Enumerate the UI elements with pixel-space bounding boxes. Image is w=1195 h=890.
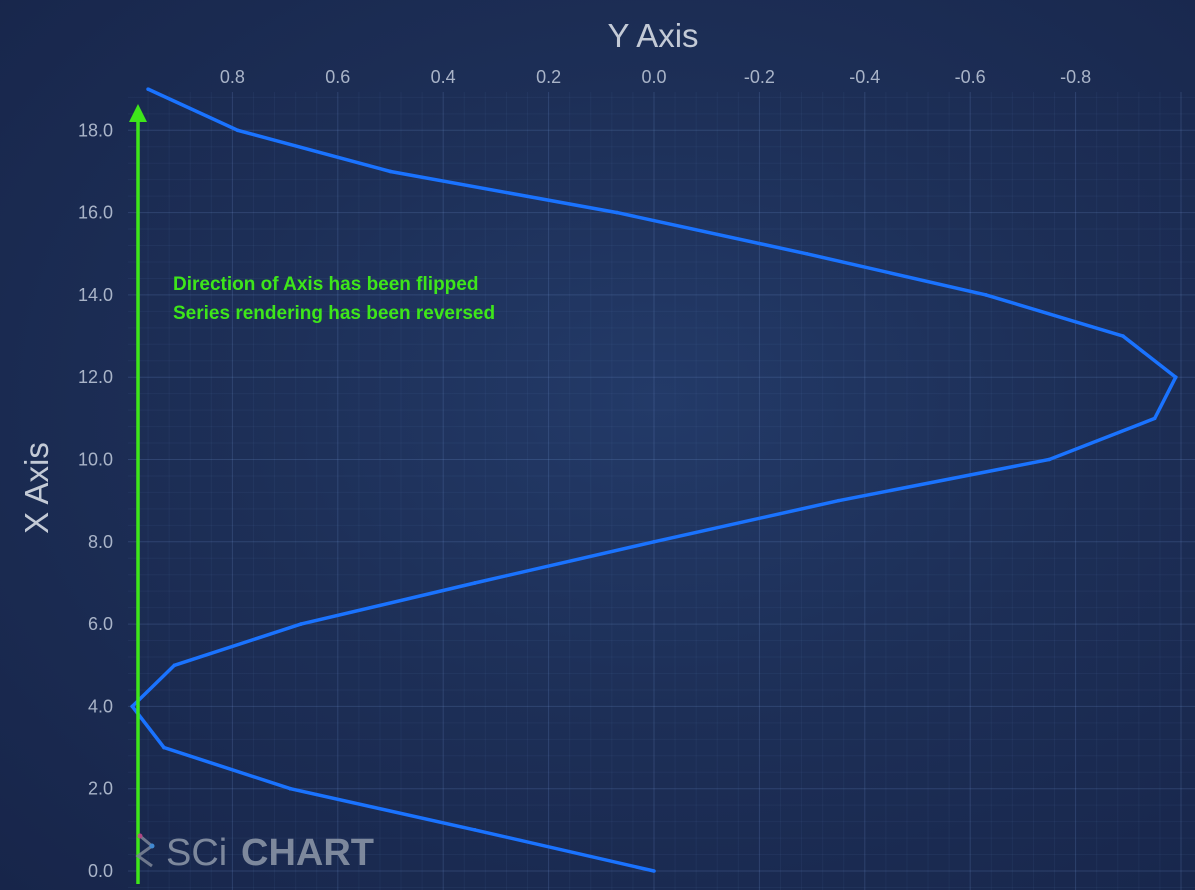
series-layer (129, 87, 1178, 873)
data-point (836, 498, 841, 503)
grid-layer (128, 92, 1195, 890)
x-tick-label: 8.0 (88, 532, 113, 552)
y-axis-title: Y Axis (607, 17, 698, 54)
x-axis: 0.0 2.0 4.0 6.0 8.0 10.0 12.0 14.0 16.0 18.0 (78, 120, 113, 881)
x-axis-title: X Axis (18, 442, 55, 534)
x-tick-label: 2.0 (88, 779, 113, 799)
data-point (130, 704, 135, 709)
watermark-text-light: SCi (166, 832, 227, 874)
y-tick-label: 0.0 (641, 67, 666, 87)
x-tick-label: 14.0 (78, 285, 113, 305)
scichart-watermark: SCi CHART (135, 832, 374, 874)
data-point (652, 540, 656, 544)
x-tick-label: 18.0 (78, 120, 113, 140)
y-tick-label: 0.6 (325, 67, 350, 87)
y-tick-label: -0.8 (1060, 67, 1091, 87)
y-tick-label: 0.2 (536, 67, 561, 87)
series-line (129, 87, 1178, 873)
x-tick-label: 10.0 (78, 450, 113, 470)
y-tick-label: 0.8 (220, 67, 245, 87)
data-point (1047, 457, 1052, 462)
data-point (805, 251, 809, 256)
scichart-logo-icon (135, 833, 155, 868)
data-point (473, 581, 477, 585)
data-point (299, 622, 303, 626)
data-point (172, 663, 177, 668)
data-point (235, 128, 240, 133)
y-tick-label: -0.4 (849, 67, 880, 87)
watermark-text-bold: CHART (241, 832, 374, 874)
y-tick-label: 0.4 (431, 67, 456, 87)
data-point (615, 210, 619, 215)
direction-arrow-head (129, 104, 147, 122)
data-point (162, 745, 166, 750)
data-point (1121, 334, 1125, 338)
x-tick-label: 6.0 (88, 614, 113, 634)
data-point (652, 869, 656, 873)
data-point (473, 828, 477, 832)
y-axis: 0.8 0.6 0.4 0.2 0.0 -0.2 -0.4 -0.6 -0.8 (220, 67, 1091, 87)
data-point (1152, 416, 1157, 421)
x-tick-label: 0.0 (88, 861, 113, 881)
annotation-line-2: Series rendering has been reversed (173, 303, 495, 324)
x-tick-label: 16.0 (78, 203, 113, 223)
data-point (388, 169, 393, 174)
data-point (984, 293, 988, 297)
y-tick-label: -0.6 (955, 67, 986, 87)
annotation-line-1: Direction of Axis has been flipped (173, 274, 478, 295)
y-tick-label: -0.2 (744, 67, 775, 87)
data-point (288, 786, 293, 791)
arrow-layer (129, 104, 147, 884)
x-tick-label: 4.0 (88, 696, 113, 716)
x-tick-label: 12.0 (78, 367, 113, 387)
data-point (146, 87, 150, 91)
data-point (1173, 375, 1178, 380)
